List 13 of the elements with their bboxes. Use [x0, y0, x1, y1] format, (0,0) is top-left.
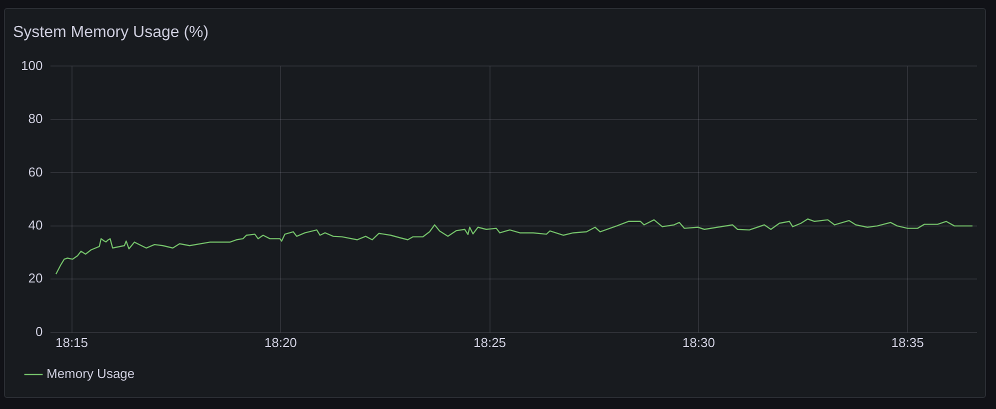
y-tick-label: 80: [28, 111, 43, 126]
x-tick-label: 18:35: [891, 334, 924, 350]
y-tick-label: 0: [35, 324, 43, 339]
x-tick-label: 18:30: [682, 334, 715, 350]
x-tick-label: 18:25: [474, 334, 506, 350]
y-tick-label: 60: [28, 164, 43, 180]
legend-label: Memory Usage: [46, 366, 135, 382]
chart-title: System Memory Usage (%): [13, 24, 209, 42]
y-tick-label: 20: [28, 270, 43, 286]
y-tick-label: 100: [20, 58, 43, 73]
y-tick-label: 40: [28, 218, 43, 232]
x-tick-label: 18:15: [55, 334, 88, 350]
x-tick-label: 18:20: [264, 334, 297, 350]
